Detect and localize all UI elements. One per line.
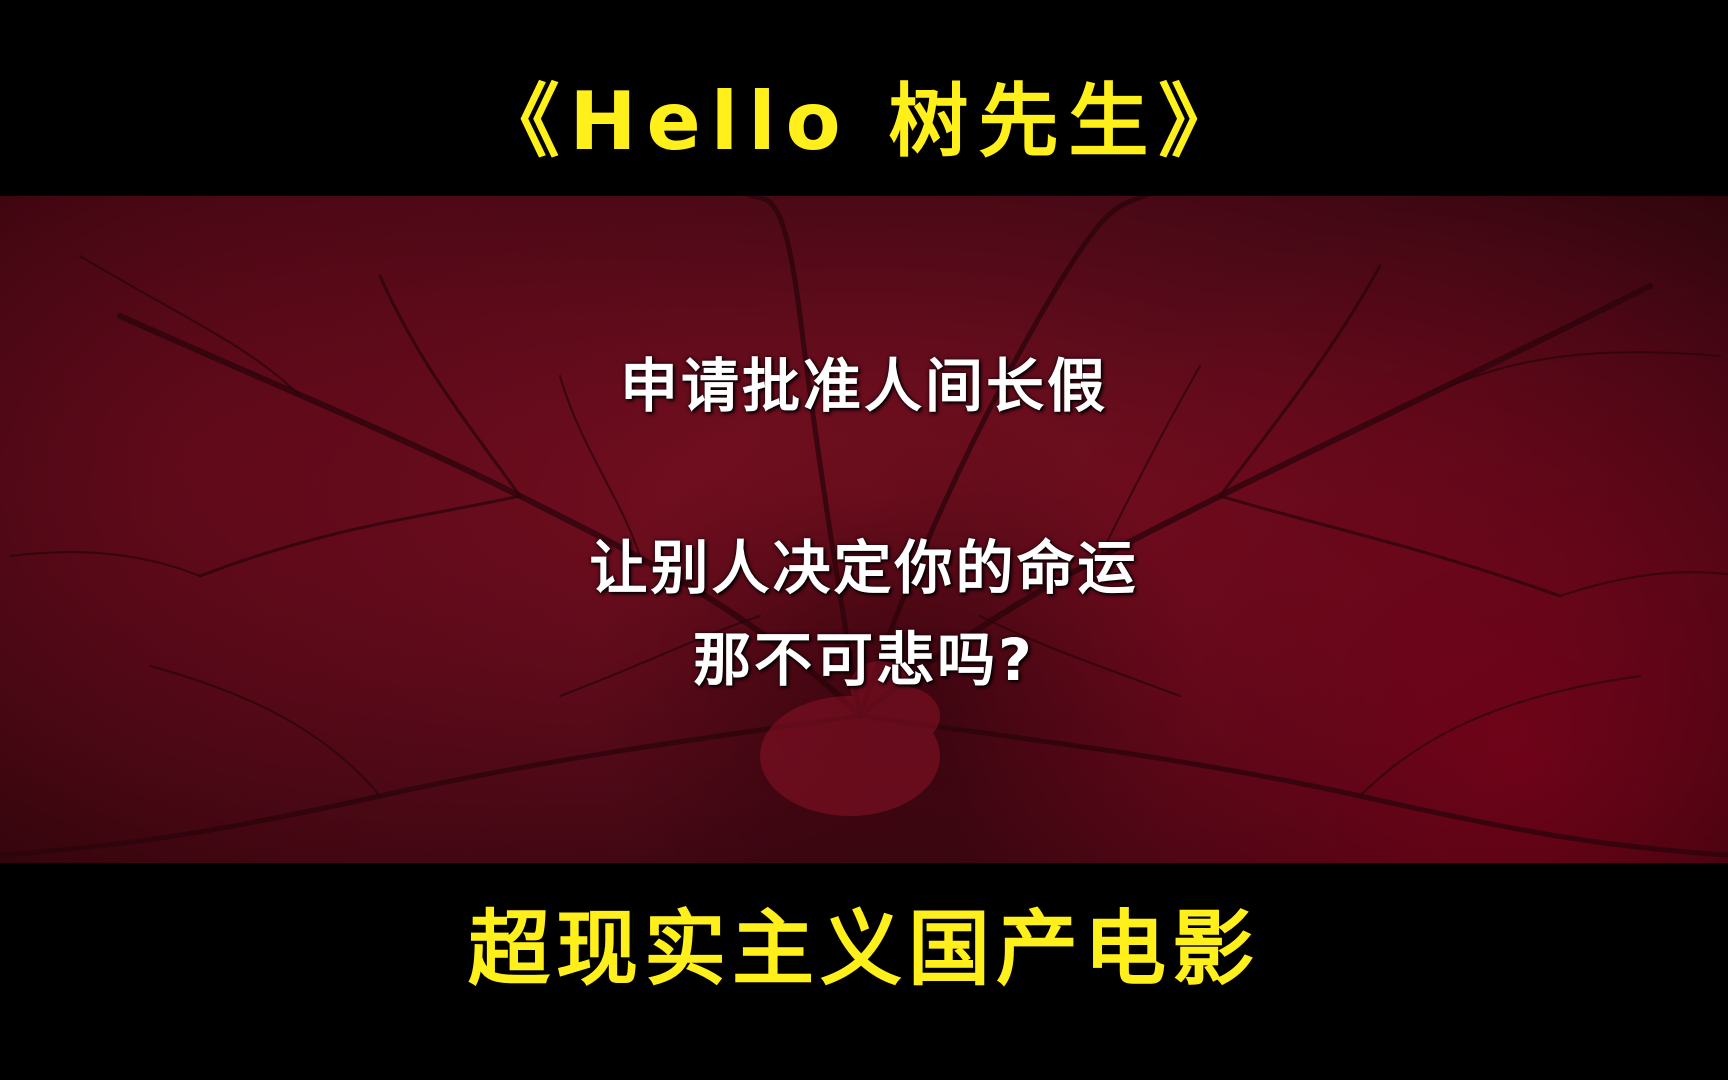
movie-title: 《Hello 树先生》	[479, 75, 1249, 168]
subtitle-line-3: 那不可悲吗?	[693, 626, 1035, 694]
video-frame	[0, 196, 1728, 863]
subtitle-line-2: 让别人决定你的命运	[589, 534, 1139, 602]
top-letterbox-bar	[0, 0, 1728, 196]
bottom-letterbox-bar	[0, 863, 1728, 1080]
genre-caption: 超现实主义国产电影	[467, 902, 1260, 997]
subtitle-line-1: 申请批准人间长假	[619, 352, 1108, 420]
tree-branches-background	[0, 196, 1728, 858]
